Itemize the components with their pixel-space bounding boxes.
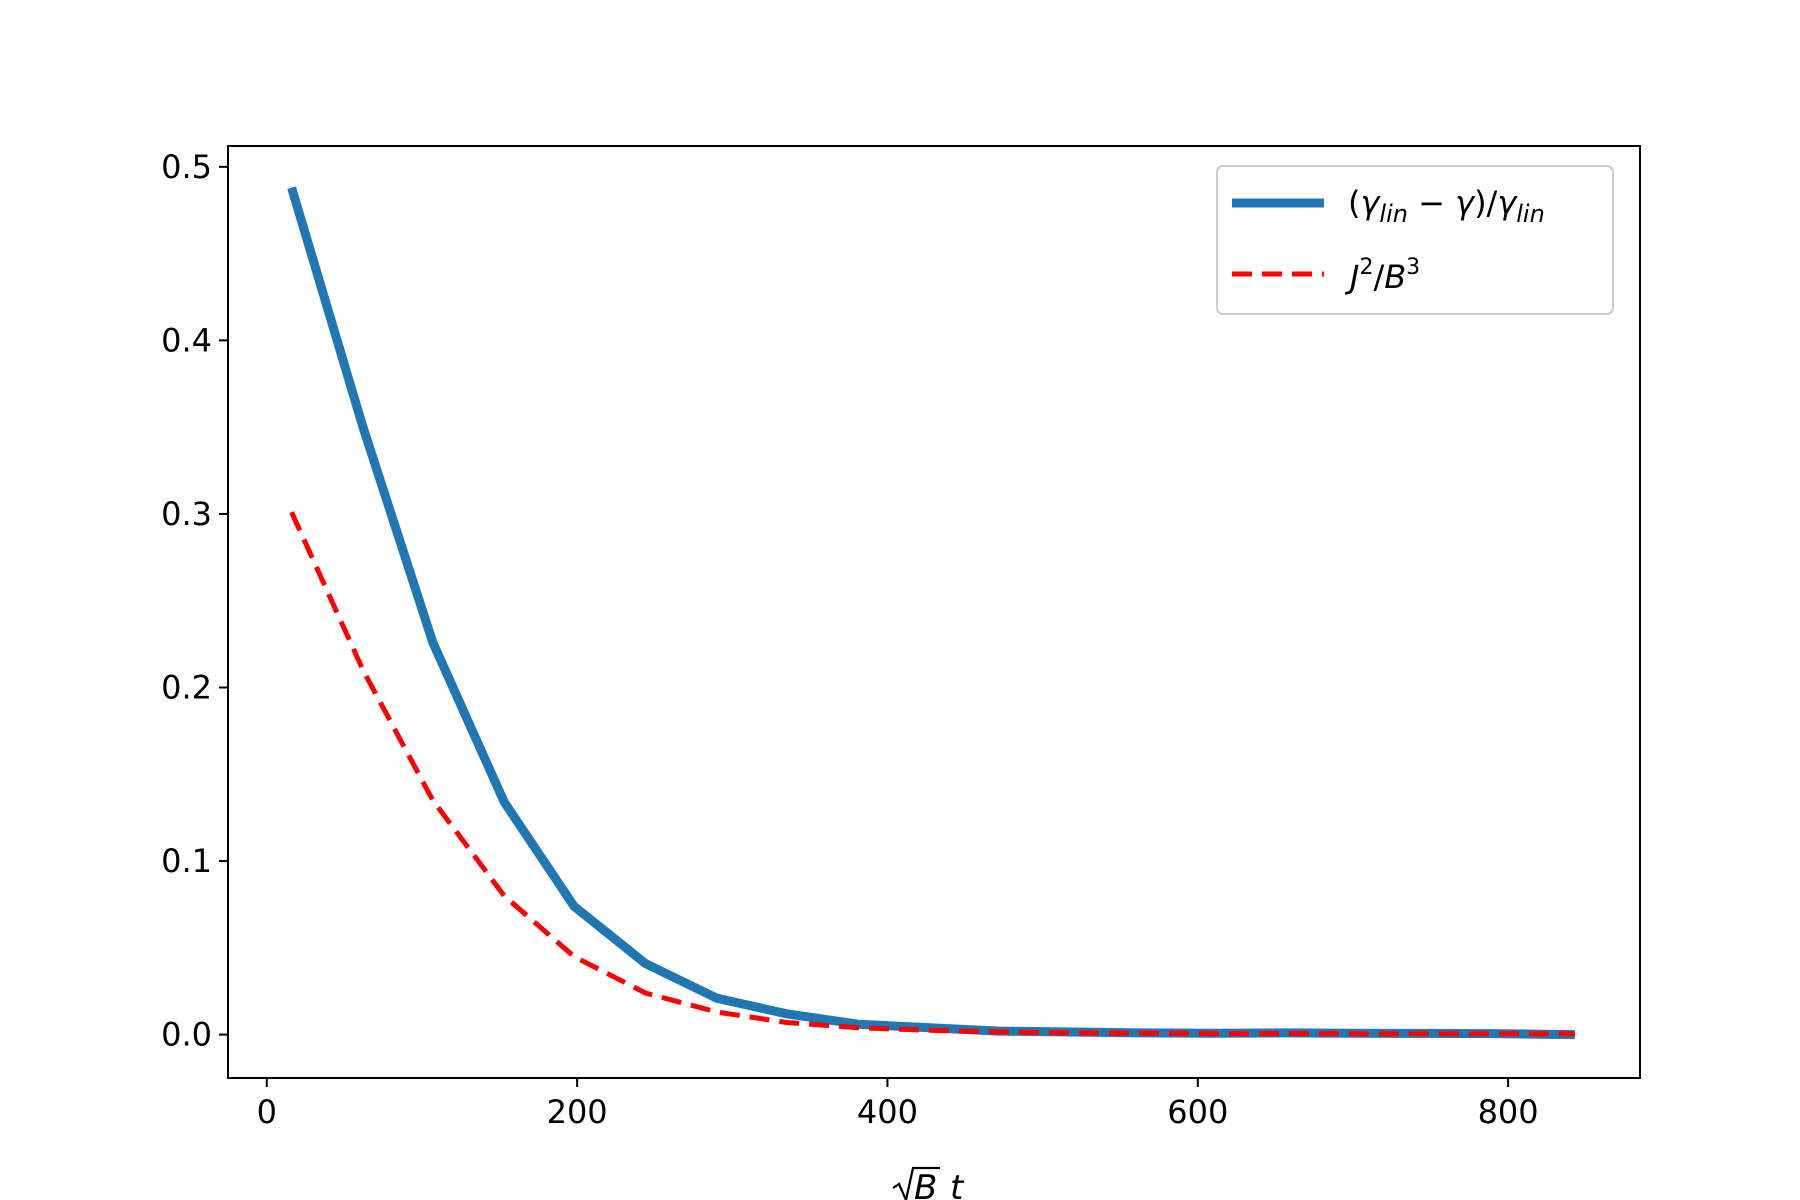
y-tick-label: 0.1 (161, 842, 212, 880)
legend: (γlin − γ)/γlin (γlin − γ)/γlin J²/B³ J2… (1216, 165, 1614, 315)
x-axis-label-glyph-t: t (950, 1168, 965, 1200)
legend-label-series-1-glyphs: (γlin − γ)/γlin (1348, 184, 1545, 228)
y-tick-label: 0.0 (161, 1016, 212, 1054)
x-axis-label: √Bt B t (892, 1166, 965, 1200)
x-axis-label-glyph-b: B (914, 1168, 937, 1200)
x-tick-label: 200 (547, 1093, 608, 1131)
y-tick-label: 0.5 (161, 148, 212, 186)
x-tick-label: 800 (1478, 1093, 1539, 1131)
y-tick-label: 0.4 (161, 321, 212, 359)
x-axis: 0 200 400 600 800 (257, 1078, 1539, 1131)
plot-frame (227, 145, 1641, 1079)
x-tick-label: 600 (1167, 1093, 1228, 1131)
series-line-j2-b3 (289, 511, 1575, 1037)
y-axis: 0.0 0.1 0.2 0.3 0.4 0.5 (161, 148, 228, 1054)
y-tick-label: 0.2 (161, 668, 212, 706)
x-tick-label: 0 (257, 1093, 277, 1131)
sqrt-symbol (892, 1166, 940, 1200)
y-tick-label: 0.3 (161, 495, 212, 533)
series-layer (287, 186, 1575, 1040)
x-tick-label: 400 (857, 1093, 918, 1131)
